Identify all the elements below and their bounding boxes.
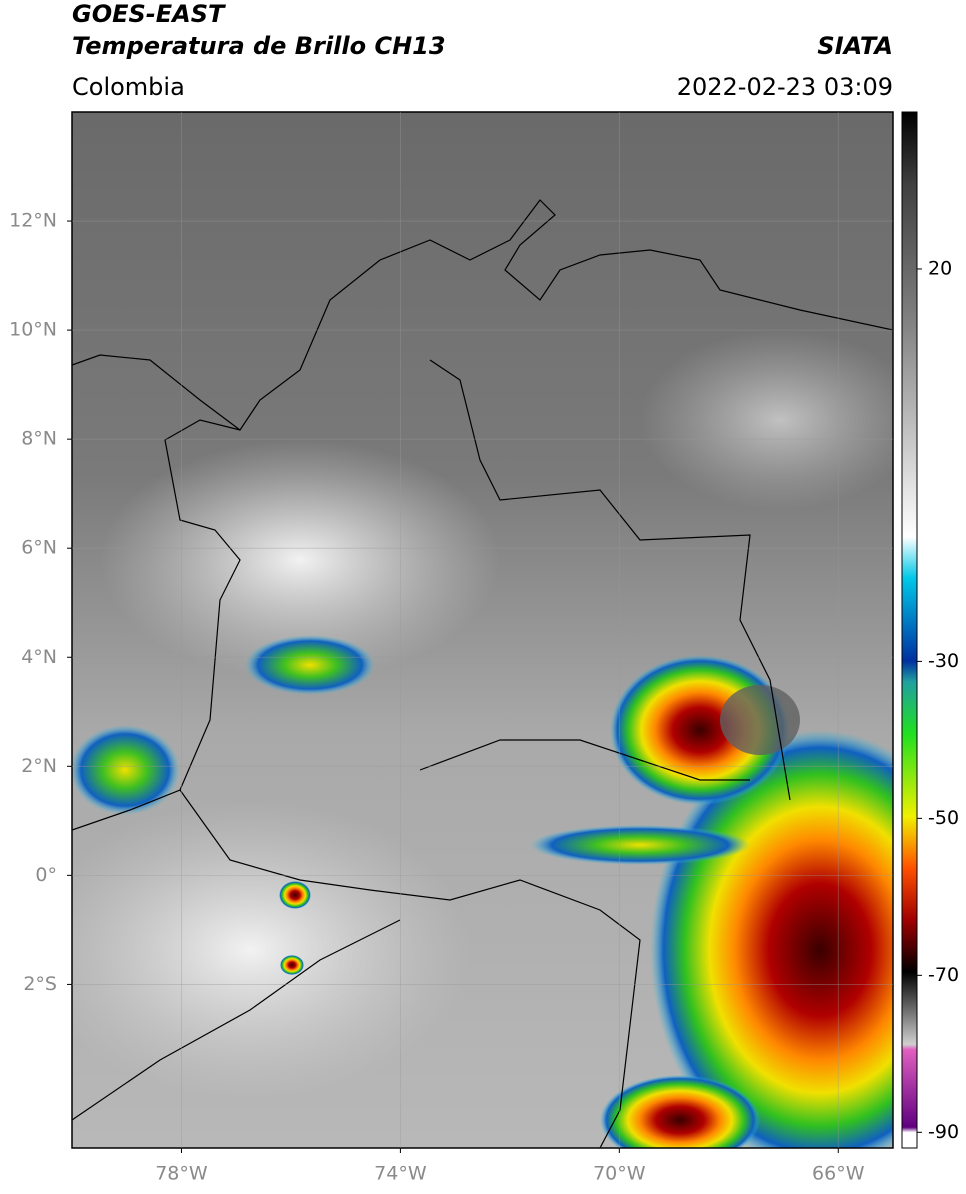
colorbar-tick-label: -30 xyxy=(928,650,959,672)
map-frame xyxy=(71,111,894,1149)
x-tick-label: 66°W xyxy=(812,1163,865,1185)
colorbar-tick-label: 20 xyxy=(928,257,952,279)
y-tick-label: 0° xyxy=(35,864,57,886)
colorbar-tick-label: -70 xyxy=(928,964,959,986)
x-tick-label: 70°W xyxy=(593,1163,646,1185)
subtitle: Temperatura de Brillo CH13 xyxy=(72,32,446,60)
title: GOES-EAST xyxy=(72,0,226,28)
y-tick-label: 6°N xyxy=(21,537,57,559)
y-tick-label: 8°N xyxy=(21,428,57,450)
y-tick-label: 12°N xyxy=(9,210,57,232)
colorbar-tick-label: -50 xyxy=(928,807,959,829)
y-tick-label: 10°N xyxy=(9,319,57,341)
colorbar-tick-label: -90 xyxy=(928,1121,959,1143)
region: Colombia xyxy=(72,73,185,101)
colorbar xyxy=(901,111,918,1149)
x-tick-label: 74°W xyxy=(374,1163,427,1185)
y-tick-label: 2°N xyxy=(21,755,57,777)
y-tick-label: 4°N xyxy=(21,646,57,668)
y-tick-label: 2°S xyxy=(23,973,57,995)
x-tick-label: 78°W xyxy=(155,1163,208,1185)
satellite-image xyxy=(72,112,893,1148)
source: SIATA xyxy=(817,32,893,60)
timestamp: 2022-02-23 03:09 xyxy=(677,73,893,101)
